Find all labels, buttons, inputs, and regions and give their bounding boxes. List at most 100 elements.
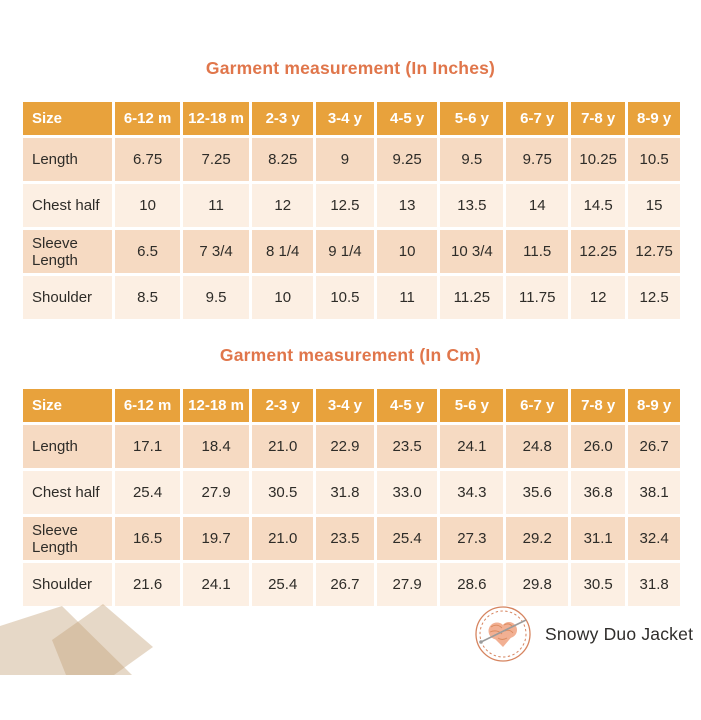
size-table: Size 6-12 m 12-18 m 2-3 y 3-4 y 4-5 y 5-6 y 6-7… [20,386,683,609]
value-cell: 26.0 [571,425,626,468]
row-label-cell: Sleeve Length [23,230,113,273]
value-cell: 12 [571,276,626,319]
value-cell: 11.25 [440,276,504,319]
value-cell: 23.5 [376,425,438,468]
value-cell: 14.5 [571,184,626,227]
value-cell: 30.5 [571,563,626,606]
value-cell: 27.3 [440,517,504,560]
table-title: Garment measurement (In Cm) [219,345,482,365]
value-cell: 22.9 [315,425,374,468]
value-cell: 25.4 [115,471,180,514]
value-cell: 14 [506,184,569,227]
value-cell: 11.75 [506,276,569,319]
age-header-cell: 6-12 m [115,102,180,135]
value-cell: 38.1 [628,471,680,514]
value-cell: 12.75 [628,230,680,273]
value-cell: 30.5 [252,471,313,514]
value-cell: 31.8 [315,471,374,514]
value-cell: 9.75 [506,138,569,181]
row-label-cell: Chest half [23,184,113,227]
age-header-cell: 5-6 y [440,389,504,422]
value-cell: 27.9 [182,471,250,514]
value-cell: 10.25 [571,138,626,181]
row-label-cell: Shoulder [23,563,113,606]
value-cell: 25.4 [252,563,313,606]
value-cell: 10 [376,230,438,273]
value-cell: 10 [115,184,180,227]
value-cell: 9.5 [182,276,250,319]
age-header-cell: 8-9 y [628,102,680,135]
value-cell: 21.0 [252,517,313,560]
age-header-cell: 12-18 m [182,102,250,135]
age-header-cell: 4-5 y [376,102,438,135]
table-row: Sleeve Length 16.5 19.7 21.0 23.5 25.4 27.3 29.… [23,517,680,560]
header-row: Size 6-12 m 12-18 m 2-3 y 3-4 y 4-5 y 5-6 y 6-7… [23,102,680,135]
age-header-cell: 6-7 y [506,389,569,422]
tables-area: Garment measurement (In Inches) Size 6-12 … [0,57,701,609]
value-cell: 21.6 [115,563,180,606]
value-cell: 31.8 [628,563,680,606]
value-cell: 29.8 [506,563,569,606]
value-cell: 21.0 [252,425,313,468]
table-row: Shoulder 21.6 24.1 25.4 26.7 27.9 28.6 29.8 30.5… [23,563,680,606]
value-cell: 34.3 [440,471,504,514]
age-header-cell: 12-18 m [182,389,250,422]
value-cell: 35.6 [506,471,569,514]
age-header-cell: 2-3 y [252,389,313,422]
value-cell: 6.75 [115,138,180,181]
value-cell: 9.25 [376,138,438,181]
value-cell: 24.8 [506,425,569,468]
value-cell: 12 [252,184,313,227]
age-header-cell: 5-6 y [440,102,504,135]
value-cell: 15 [628,184,680,227]
table-row: Length 6.75 7.25 8.25 9 9.25 9.5 9.75 10.25 10.5 [23,138,680,181]
value-cell: 12.5 [628,276,680,319]
table-row: Length 17.1 18.4 21.0 22.9 23.5 24.1 24.8 26.0 26… [23,425,680,468]
value-cell: 6.5 [115,230,180,273]
value-cell: 25.4 [376,517,438,560]
value-cell: 11.5 [506,230,569,273]
value-cell: 13.5 [440,184,504,227]
age-header-cell: 3-4 y [315,102,374,135]
size-table: Size 6-12 m 12-18 m 2-3 y 3-4 y 4-5 y 5-6 y 6-7… [20,99,683,322]
row-label-cell: Shoulder [23,276,113,319]
age-header-cell: 7-8 y [571,102,626,135]
value-cell: 9 1/4 [315,230,374,273]
header-row: Size 6-12 m 12-18 m 2-3 y 3-4 y 4-5 y 5-6 y 6-7… [23,389,680,422]
value-cell: 18.4 [182,425,250,468]
yarn-heart-badge-icon [475,606,531,662]
value-cell: 23.5 [315,517,374,560]
age-header-cell: 3-4 y [315,389,374,422]
value-cell: 7.25 [182,138,250,181]
value-cell: 10 3/4 [440,230,504,273]
age-header-cell: 8-9 y [628,389,680,422]
value-cell: 24.1 [440,425,504,468]
value-cell: 29.2 [506,517,569,560]
value-cell: 7 3/4 [182,230,250,273]
value-cell: 13 [376,184,438,227]
value-cell: 9 [315,138,374,181]
value-cell: 8.5 [115,276,180,319]
row-label-cell: Sleeve Length [23,517,113,560]
row-label-cell: Chest half [23,471,113,514]
age-header-cell: 6-7 y [506,102,569,135]
size-header-cell: Size [23,102,113,135]
brand-name: Snowy Duo Jacket [545,623,694,644]
table-row: Sleeve Length 6.5 7 3/4 8 1/4 9 1/4 10 10 3/4 1… [23,230,680,273]
corner-diamonds-decoration-icon [0,604,153,675]
measurement-table-section: Garment measurement (In Inches) Size 6-12 … [0,57,701,322]
value-cell: 32.4 [628,517,680,560]
value-cell: 10.5 [628,138,680,181]
value-cell: 31.1 [571,517,626,560]
age-header-cell: 7-8 y [571,389,626,422]
table-title: Garment measurement (In Inches) [205,58,496,78]
age-header-cell: 2-3 y [252,102,313,135]
row-label-cell: Length [23,425,113,468]
value-cell: 26.7 [315,563,374,606]
value-cell: 27.9 [376,563,438,606]
value-cell: 12.5 [315,184,374,227]
value-cell: 28.6 [440,563,504,606]
brand-footer: Snowy Duo Jacket [474,605,693,663]
value-cell: 16.5 [115,517,180,560]
